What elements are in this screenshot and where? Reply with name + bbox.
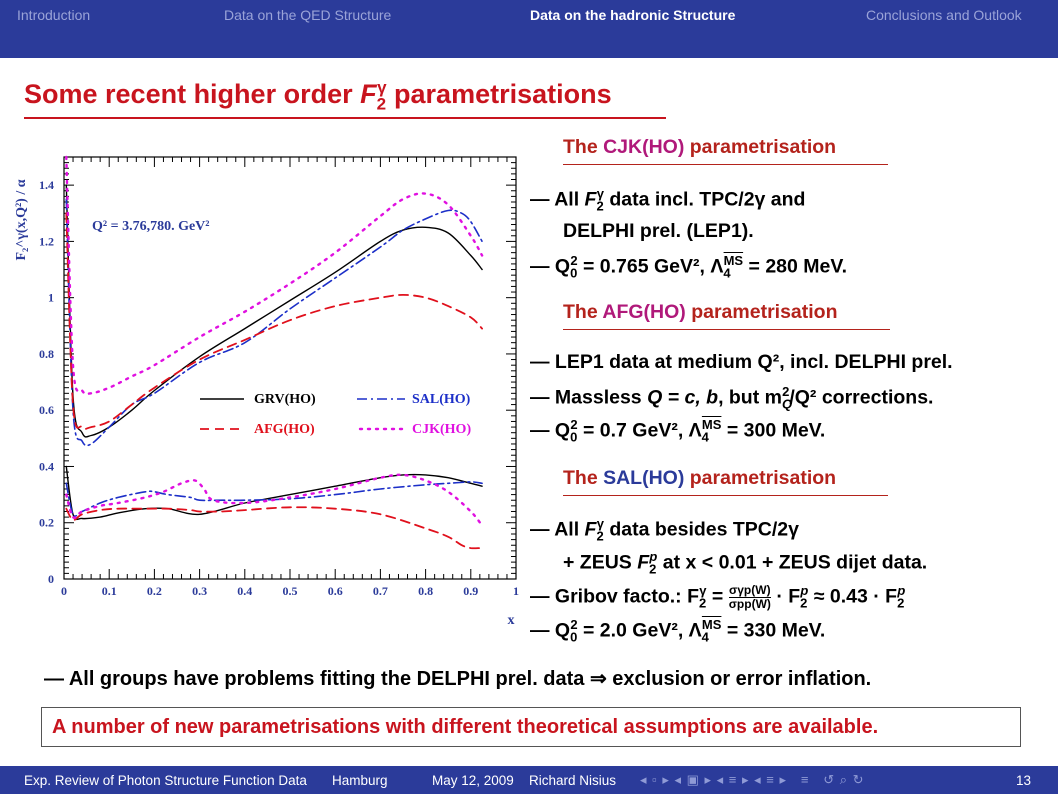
y-tick-label: 0: [48, 572, 54, 586]
x-tick-label: 1: [513, 584, 519, 598]
curves: [65, 155, 484, 550]
legend-label-afg: AFG(HO): [254, 422, 315, 437]
x-tick-label: 0.5: [283, 584, 298, 598]
cjk-heading: The CJK(HO) parametrisation: [563, 136, 837, 158]
top-navigation: Introduction Data on the QED Structure D…: [0, 0, 1058, 58]
q2-annotation: Q² = 3.76,780. GeV²: [92, 219, 209, 234]
y-axis-label: F₂^γ(x,Q²) / α: [14, 179, 29, 260]
sal-underline: [563, 495, 888, 496]
beamer-navigation-icons[interactable]: ◂ ▫ ▸ ◂ ▣ ▸ ◂ ≡ ▸ ◂ ≡ ▸ ≡ ↺ ⌕ ↻: [640, 772, 865, 787]
y-tick-label: 0.2: [39, 516, 54, 530]
nav-qed-structure[interactable]: Data on the QED Structure: [224, 7, 392, 23]
legend-label-grv: GRV(HO): [254, 392, 316, 407]
cjk-line-2: DELPHI prel. (LEP1).: [563, 220, 754, 242]
x-tick-label: 0.7: [373, 584, 388, 598]
sal-heading: The SAL(HO) parametrisation: [563, 467, 837, 489]
sal-line-1: — All F2γ data besides TPC/2γ: [530, 516, 799, 544]
legend: GRV(HO) SAL(HO) AFG(HO) CJK(HO): [200, 392, 471, 437]
footer-bar: Exp. Review of Photon Structure Function…: [0, 766, 1058, 794]
x-tick-label: 0.3: [192, 584, 207, 598]
x-tick-label: 0.4: [237, 584, 252, 598]
y-tick-label: 1.4: [39, 178, 54, 192]
afg-heading: The AFG(HO) parametrisation: [563, 301, 838, 323]
conclusion-text: A number of new parametrisations with di…: [52, 716, 879, 738]
series-afgho-q2-780: [65, 212, 483, 430]
sal-line-2: + ZEUS F2p at x < 0.01 + ZEUS dijet data…: [563, 549, 928, 577]
afg-underline: [563, 329, 890, 330]
cross-section-ratio: σγp(W) σpp(W): [728, 582, 771, 611]
nav-hadronic-structure[interactable]: Data on the hadronic Structure: [530, 7, 736, 23]
series-cjkho-q2-3p76: [65, 473, 484, 527]
structure-function-chart: 0 0.1 0.2 0.3 0.4 0.5 0.6 0.7 0.8 0.9 1 0 0.2 0.4 0.6…: [14, 155, 519, 628]
y-tick-label: 0.6: [39, 403, 54, 417]
x-tick-labels: 0 0.1 0.2 0.3 0.4 0.5 0.6 0.7 0.8 0.9 1: [61, 584, 519, 598]
sal-line-3: — Gribov facto.: F2γ = σγp(W) σpp(W) · F2…: [530, 582, 906, 611]
legend-label-cjk: CJK(HO): [412, 422, 471, 437]
x-tick-label: 0.9: [463, 584, 478, 598]
series-grvho-q2-780: [65, 184, 483, 438]
footer-location: Hamburg: [332, 773, 388, 788]
y-tick-label: 1: [48, 291, 54, 305]
footer-author: Richard Nisius: [529, 773, 617, 788]
y-tick-labels: 0 0.2 0.4 0.6 0.8 1 1.2 1.4: [39, 178, 54, 586]
afg-line-2: — Massless Q = c, b, but mQ2/Q² correcti…: [530, 384, 934, 412]
series-salho-q2-780: [65, 198, 483, 447]
footer-title: Exp. Review of Photon Structure Function…: [24, 773, 307, 788]
conclusion-box: A number of new parametrisations with di…: [41, 707, 1021, 747]
x-tick-label: 0.1: [102, 584, 117, 598]
x-axis-label: x: [508, 613, 515, 628]
x-tick-label: 0.8: [418, 584, 433, 598]
afg-line-1: — LEP1 data at medium Q², incl. DELPHI p…: [530, 351, 953, 373]
cjk-underline: [563, 164, 888, 165]
y-tick-label: 0.8: [39, 347, 54, 361]
nav-introduction[interactable]: Introduction: [17, 7, 91, 23]
page-number: 13: [1016, 773, 1032, 788]
cjk-line-1: — All F2γ data incl. TPC/2γ and: [530, 186, 806, 214]
x-tick-label: 0: [61, 584, 67, 598]
y-tick-label: 1.2: [39, 234, 54, 248]
title-underline: [24, 117, 666, 119]
series-cjkho-q2-780: [65, 155, 484, 396]
series-salho-q2-3p76: [65, 481, 483, 517]
x-tick-label: 0.2: [147, 584, 162, 598]
page-title: Some recent higher order F2γ parametrisa…: [24, 78, 612, 114]
series-grvho-q2-3p76: [65, 465, 483, 521]
summary-note: — All groups have problems fitting the D…: [44, 668, 872, 690]
nav-conclusions[interactable]: Conclusions and Outlook: [866, 7, 1022, 23]
sal-line-4: — Q02 = 2.0 GeV², Λ4MS = 330 MeV.: [530, 617, 826, 645]
footer-date: May 12, 2009: [432, 773, 514, 788]
series-afgho-q2-3p76: [65, 506, 481, 550]
y-tick-label: 0.4: [39, 459, 54, 473]
legend-label-sal: SAL(HO): [412, 392, 471, 407]
afg-line-3: — Q02 = 0.7 GeV², Λ4MS = 300 MeV.: [530, 417, 826, 445]
x-tick-label: 0.6: [328, 584, 343, 598]
cjk-line-3: — Q02 = 0.765 GeV², Λ4MS = 280 MeV.: [530, 253, 847, 281]
